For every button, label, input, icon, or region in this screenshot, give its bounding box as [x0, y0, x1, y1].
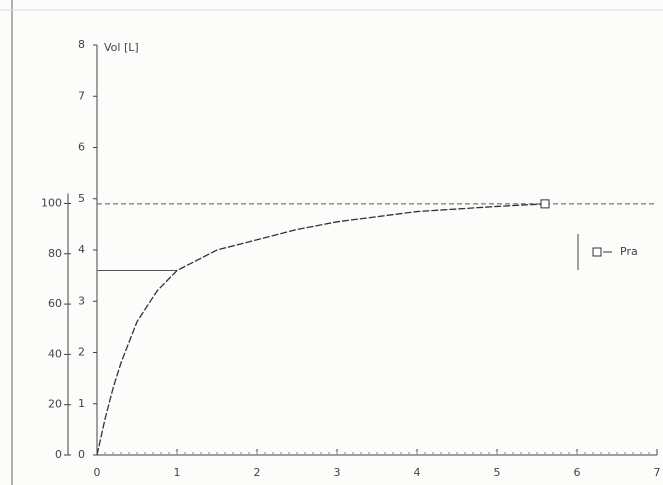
x-tick-label: 5: [494, 466, 501, 479]
y-tick-label: 2: [78, 346, 85, 359]
y2-tick-label: 20: [48, 398, 62, 411]
y-tick-label: 6: [78, 141, 85, 154]
data-line: [96, 203, 546, 456]
x-tick-label: 7: [654, 466, 661, 479]
y-tick-label: 5: [78, 192, 85, 205]
x-tick-label: 0: [94, 466, 101, 479]
y2-tick-label: 0: [55, 448, 62, 461]
y-tick-label: 3: [78, 294, 85, 307]
x-tick-label: 2: [254, 466, 261, 479]
y2-tick-label: 80: [48, 247, 62, 260]
y2-tick-label: 100: [41, 196, 62, 209]
legend-label: Pra: [620, 245, 638, 258]
legend-marker: [592, 247, 602, 257]
x-tick-label: 1: [174, 466, 181, 479]
y-tick-label: 1: [78, 397, 85, 410]
y-tick-label: 8: [78, 38, 85, 51]
y-tick-label: 0: [78, 448, 85, 461]
y-tick-label: 4: [78, 243, 85, 256]
x-tick-label: 6: [574, 466, 581, 479]
x-tick-label: 3: [334, 466, 341, 479]
y-axis-label: Vol [L]: [104, 41, 139, 54]
end-marker: [540, 199, 550, 209]
y2-tick-label: 60: [48, 297, 62, 310]
y-tick-label: 7: [78, 89, 85, 102]
y2-tick-label: 40: [48, 347, 62, 360]
x-tick-label: 4: [414, 466, 421, 479]
